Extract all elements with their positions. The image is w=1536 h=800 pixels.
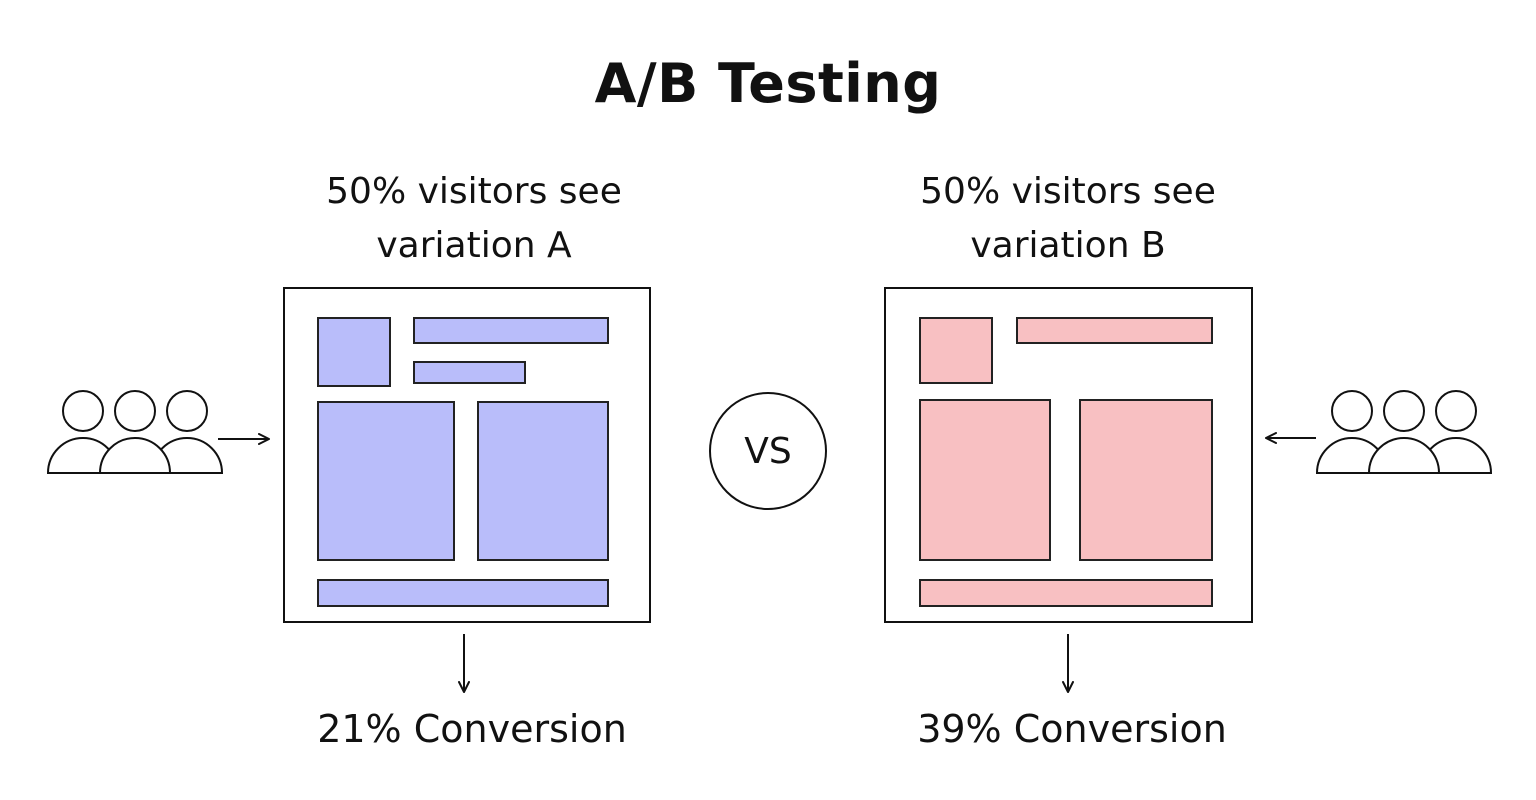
- mockup-a-subheader-bar: [413, 361, 526, 384]
- mockup-b-content-left: [919, 399, 1051, 561]
- variation-a-caption-line1: 50% visitors see: [326, 171, 622, 212]
- mockup-a-image-block: [317, 317, 391, 387]
- diagram-title: A/B Testing: [594, 52, 942, 115]
- mockup-a-header-bar: [413, 317, 609, 344]
- mockup-b-image-block: [919, 317, 993, 384]
- vs-badge: VS: [709, 392, 827, 510]
- mockup-b-header-bar: [1016, 317, 1213, 344]
- mockup-b-footer-bar: [919, 579, 1213, 607]
- variation-b-caption-line1: 50% visitors see: [920, 171, 1216, 212]
- visitors-group-a-icon: [46, 390, 224, 474]
- visitors-group-b-icon: [1315, 390, 1493, 474]
- mockup-a-content-left: [317, 401, 455, 561]
- variation-a-caption: 50% visitors see variation A: [264, 165, 684, 273]
- mockup-b-content-right: [1079, 399, 1213, 561]
- variation-a-page-mockup: [283, 287, 651, 623]
- mockup-a-footer-bar: [317, 579, 609, 607]
- mockup-a-content-right: [477, 401, 609, 561]
- vs-label: VS: [744, 430, 792, 472]
- variation-a-conversion: 21% Conversion: [317, 707, 627, 751]
- variation-b-caption-line2: variation B: [970, 225, 1166, 266]
- variation-b-conversion: 39% Conversion: [917, 707, 1227, 751]
- variation-a-caption-line2: variation A: [376, 225, 572, 266]
- variation-b-page-mockup: [884, 287, 1253, 623]
- variation-b-caption: 50% visitors see variation B: [858, 165, 1278, 273]
